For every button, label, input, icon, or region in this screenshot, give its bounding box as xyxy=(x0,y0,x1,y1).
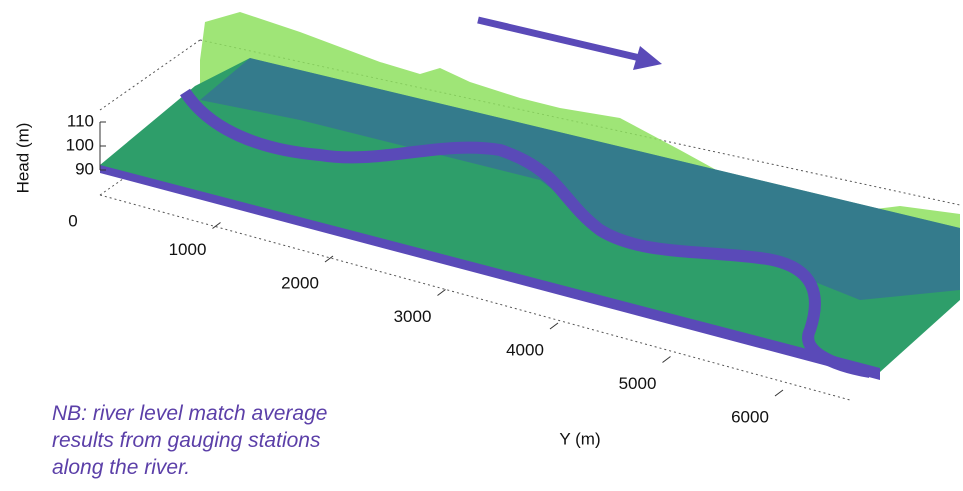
river xyxy=(179,88,872,378)
z-tick-label: 100 xyxy=(66,135,94,154)
note: NB: river level match average results fr… xyxy=(52,402,333,479)
y-tick-label: 5000 xyxy=(619,374,657,393)
z-tick-label: 90 xyxy=(75,159,94,178)
y-tick-label: 1000 xyxy=(169,240,207,259)
flow-arrow xyxy=(477,16,641,62)
note-line: results from gauging stations xyxy=(52,429,321,452)
y-tick-label: 4000 xyxy=(506,340,544,359)
y-tick xyxy=(324,255,334,263)
y-tick-label: 3000 xyxy=(394,307,432,326)
water-table xyxy=(200,58,960,300)
note-line: along the river. xyxy=(52,456,190,479)
y-tick xyxy=(212,222,221,229)
origin-label: 0 xyxy=(68,211,77,230)
y-tick xyxy=(662,356,671,363)
note-line: NB: river level match average xyxy=(52,402,327,425)
y-tick xyxy=(774,389,784,397)
y-axis-label: Y (m) xyxy=(559,429,600,448)
front-slab xyxy=(100,165,880,380)
y-tick xyxy=(549,322,559,330)
z-axis-label: Head (m) xyxy=(13,123,32,194)
terrain-floor xyxy=(100,58,960,372)
flow-arrow-head xyxy=(633,46,662,70)
y-tick-label: 6000 xyxy=(731,407,769,426)
y-tick-label: 2000 xyxy=(281,273,319,292)
z-tick-label: 110 xyxy=(67,111,94,130)
y-tick xyxy=(437,289,446,296)
